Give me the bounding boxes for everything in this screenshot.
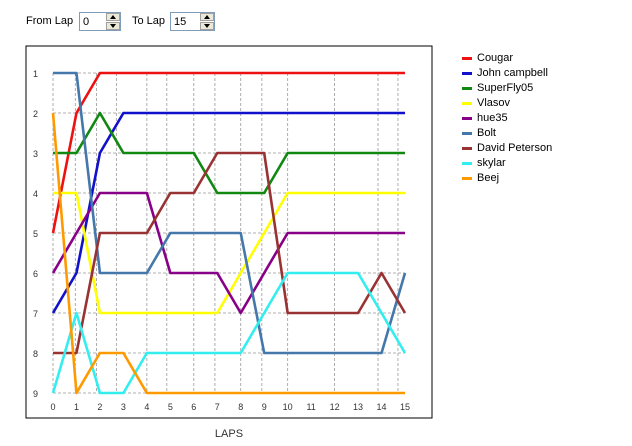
from-lap-spinner[interactable] — [79, 12, 121, 31]
x-tick-label: 6 — [191, 402, 196, 412]
x-tick-label: 1 — [74, 402, 79, 412]
series-line-bolt — [53, 71, 407, 355]
legend-label: skylar — [477, 157, 506, 169]
from-lap-up-button[interactable] — [106, 13, 120, 21]
legend-swatch — [462, 87, 472, 90]
series-line-beej — [51, 112, 405, 395]
series-line-vlasov — [53, 191, 405, 315]
x-tick-label: 15 — [400, 402, 410, 412]
x-tick-label: 0 — [50, 402, 55, 412]
arrow-down-icon — [110, 24, 116, 28]
x-tick-label: 2 — [97, 402, 102, 412]
x-tick-label: 5 — [168, 402, 173, 412]
x-tick-label: 9 — [262, 402, 267, 412]
legend-label: John campbell — [477, 67, 548, 79]
x-tick-label: 12 — [330, 402, 340, 412]
legend-swatch — [462, 147, 472, 150]
legend-swatch — [462, 162, 472, 165]
y-tick-label: 9 — [33, 389, 38, 399]
series-line-hue35 — [51, 191, 405, 315]
to-lap-up-button[interactable] — [200, 13, 214, 21]
legend-label: SuperFly05 — [477, 82, 534, 94]
y-tick-label: 2 — [33, 109, 38, 119]
arrow-down-icon — [204, 24, 210, 28]
to-lap-label: To Lap — [132, 15, 166, 27]
x-tick-label: 8 — [238, 402, 243, 412]
legend-label: Bolt — [477, 127, 496, 139]
x-tick-label: 14 — [377, 402, 387, 412]
y-tick-label: 7 — [33, 309, 38, 319]
x-axis-label: LAPS — [215, 428, 243, 440]
arrow-up-icon — [204, 15, 210, 19]
x-tick-label: 4 — [144, 402, 149, 412]
y-tick-label: 8 — [33, 349, 38, 359]
legend-swatch — [462, 177, 472, 180]
y-tick-label: 6 — [33, 269, 38, 279]
x-tick-label: 7 — [215, 402, 220, 412]
arrow-up-icon — [110, 15, 116, 19]
legend-label: Beej — [477, 172, 500, 184]
to-lap-down-button[interactable] — [200, 22, 214, 30]
x-tick-label: 11 — [306, 402, 315, 412]
y-tick-label: 1 — [33, 69, 38, 79]
legend-label: David Peterson — [477, 142, 553, 154]
to-lap-spinner[interactable] — [170, 12, 215, 31]
x-tick-label: 13 — [353, 402, 363, 412]
to-lap-input[interactable] — [171, 13, 200, 30]
series-lines — [51, 71, 407, 395]
y-tick-label: 3 — [33, 149, 38, 159]
legend-label: Cougar — [477, 52, 514, 64]
series-line-cougar — [51, 71, 405, 234]
y-tick-label: 4 — [33, 189, 38, 199]
x-tick-label: 10 — [283, 402, 293, 412]
legend-label: hue35 — [477, 112, 508, 124]
legend-swatch — [462, 132, 472, 135]
legend-swatch — [462, 72, 472, 75]
series-line-skylar — [51, 271, 407, 395]
from-lap-input[interactable] — [80, 13, 106, 30]
x-tick-label: 3 — [121, 402, 126, 412]
from-lap-label: From Lap — [26, 15, 74, 27]
series-line-david-peterson — [53, 151, 407, 355]
legend-swatch — [462, 102, 472, 105]
from-lap-down-button[interactable] — [106, 22, 120, 30]
legend-swatch — [462, 57, 472, 60]
y-tick-label: 5 — [33, 229, 38, 239]
legend-swatch — [462, 117, 472, 120]
legend-label: Vlasov — [477, 97, 511, 109]
